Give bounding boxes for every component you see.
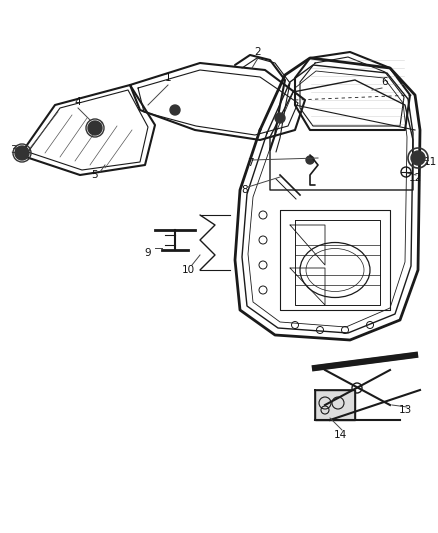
Bar: [315, 390, 355, 420]
Circle shape: [88, 121, 102, 135]
Text: 9: 9: [145, 248, 151, 258]
Text: 2: 2: [254, 47, 261, 57]
Circle shape: [411, 151, 425, 165]
Circle shape: [306, 156, 314, 164]
Text: 8: 8: [242, 185, 248, 195]
Text: 13: 13: [399, 405, 412, 415]
Text: 7: 7: [247, 158, 253, 168]
Text: 4: 4: [75, 97, 81, 107]
Text: 6: 6: [381, 77, 389, 87]
Text: 10: 10: [181, 265, 194, 275]
Text: 5: 5: [92, 170, 98, 180]
Text: 1: 1: [165, 73, 171, 83]
Circle shape: [170, 105, 180, 115]
Text: 12: 12: [408, 173, 422, 183]
Circle shape: [15, 146, 29, 160]
Text: 11: 11: [424, 157, 437, 167]
Text: 3: 3: [10, 145, 16, 155]
Text: 14: 14: [333, 430, 346, 440]
Circle shape: [275, 113, 285, 123]
